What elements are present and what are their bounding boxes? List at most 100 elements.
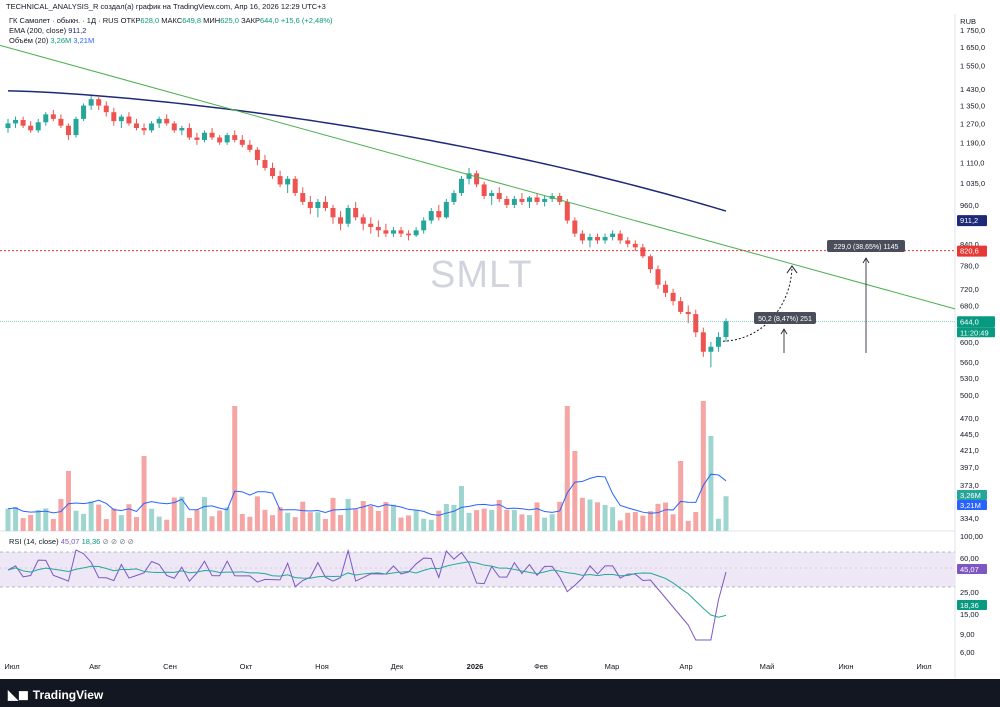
symbol-legend[interactable]: ГК Самолет · обыкн. · 1Д · RUS ОТКР628,0… <box>9 16 333 26</box>
candle-body <box>383 230 389 234</box>
ema-price-tag-bg <box>957 215 987 227</box>
time-axis-tick: Дек <box>391 662 404 671</box>
volume-bar <box>232 406 238 531</box>
price-axis-tick: 680,0 <box>960 301 979 310</box>
candle-body <box>81 105 87 119</box>
rsi-axis-tick: 60,00 <box>960 554 979 563</box>
countdown-tag: 11:20:49 <box>960 328 989 337</box>
candle-body <box>217 137 223 143</box>
candle-body <box>375 227 381 231</box>
header-title: TECHNICAL_ANALYSIS_R создал(а) график на… <box>6 2 326 11</box>
price-axis-tick: 720,0 <box>960 285 979 294</box>
volume-bar <box>126 504 132 531</box>
volume-bar <box>451 504 457 531</box>
volume-bar <box>50 519 56 531</box>
rsi-legend[interactable]: RSI (14, close) 45,07 18,36 ⊘ ⊘ ⊘ ⊘ <box>9 537 134 547</box>
volume-ma-line <box>7 473 727 516</box>
volume-bar <box>685 520 691 531</box>
measure-box-2-bg <box>827 240 905 252</box>
candle-body <box>640 247 646 257</box>
candle-body <box>587 236 593 241</box>
chart-canvas[interactable]: 1 750,0 1 650,0 1 550,0 1 430,0 1 350,0 1 270… <box>0 0 1000 679</box>
volume-bar <box>406 515 412 531</box>
candle-body <box>632 243 638 248</box>
rsi-hidden-icons[interactable]: ⊘ ⊘ ⊘ ⊘ <box>102 537 134 546</box>
close-value: 644,0 <box>259 16 279 25</box>
volume-bar <box>13 506 19 531</box>
volume-bar <box>708 436 714 531</box>
volume-bar <box>133 517 139 531</box>
volume-legend[interactable]: Объём (20) 3,26M 3,21M <box>9 36 94 46</box>
volume-bar <box>670 514 676 531</box>
candle-body <box>254 149 260 161</box>
time-axis-tick: Ноя <box>315 662 329 671</box>
volume-value: 3,26M <box>50 36 72 45</box>
volume-bar <box>428 519 434 531</box>
volume-bar <box>5 508 11 531</box>
volume-bar <box>270 515 276 531</box>
candle-body <box>179 128 185 131</box>
volume-bar <box>474 510 480 531</box>
candle-body <box>232 135 238 140</box>
candle-body <box>595 236 601 241</box>
volume-bar <box>164 519 170 531</box>
candle-body <box>194 137 200 140</box>
rsi-ma-tag: 18,36 <box>960 601 979 610</box>
rsi-axis-tick: 25,00 <box>960 588 979 597</box>
candle-body <box>186 128 192 138</box>
volume-axis-tick: 470,0 <box>960 414 979 423</box>
candle-body <box>496 193 502 199</box>
candle-body <box>111 112 117 122</box>
candles <box>5 95 729 368</box>
volume-bar <box>526 515 532 531</box>
candle-body <box>315 201 321 208</box>
volume-bar <box>602 504 608 531</box>
volume-bar <box>436 510 442 531</box>
volume-bar <box>496 500 502 531</box>
tradingview-brand: TradingView <box>32 688 104 702</box>
volume-bar <box>542 517 548 531</box>
last-price-tag-bg <box>957 316 995 328</box>
volume-bar <box>254 496 260 531</box>
volume-bar <box>595 502 601 531</box>
open-label: ОТКР <box>120 16 141 25</box>
volume-bar <box>65 471 71 531</box>
volume-bar <box>663 502 669 531</box>
candle-body <box>413 230 419 236</box>
volume-tag-bg <box>957 490 987 500</box>
candle-body <box>557 195 563 202</box>
time-axis-tick: Мар <box>605 662 620 671</box>
candle-body <box>466 173 472 179</box>
candle-body <box>28 125 34 131</box>
rsi-ma-tag-bg <box>957 600 987 610</box>
volume-bar <box>368 505 374 531</box>
candle-body <box>368 223 374 228</box>
volume-bar <box>572 451 578 531</box>
measure-box-1-bg <box>754 312 816 324</box>
tradingview-logo[interactable]: ◣◼ TradingView <box>8 687 103 703</box>
candle-body <box>96 99 102 106</box>
volume-bar <box>632 512 638 531</box>
candle-body <box>685 311 691 315</box>
volume-bar <box>217 510 223 531</box>
time-axis-tick: Окт <box>240 662 253 671</box>
ema-legend[interactable]: EMA (200, close) 911,2 <box>9 26 86 36</box>
volume-bars <box>5 401 729 531</box>
volume-bar <box>149 508 155 531</box>
volume-bar <box>307 512 313 531</box>
volume-bar <box>617 520 623 531</box>
candle-body <box>149 123 155 131</box>
candle-body <box>511 198 517 205</box>
candle-body <box>602 236 608 241</box>
volume-bar <box>655 503 661 531</box>
time-axis-tick: Июл <box>4 662 19 671</box>
projection-path <box>722 267 793 342</box>
volume-axis-tick: 445,0 <box>960 430 979 439</box>
candle-body <box>519 198 525 202</box>
price-axis-tick: 1 550,0 <box>960 61 985 70</box>
symbol-name: ГК Самолет · обыкн. · 1Д · RUS <box>9 16 119 25</box>
candle-body <box>564 201 570 221</box>
volume-bar <box>458 486 464 531</box>
candle-body <box>285 178 291 185</box>
candle-body <box>693 314 699 333</box>
